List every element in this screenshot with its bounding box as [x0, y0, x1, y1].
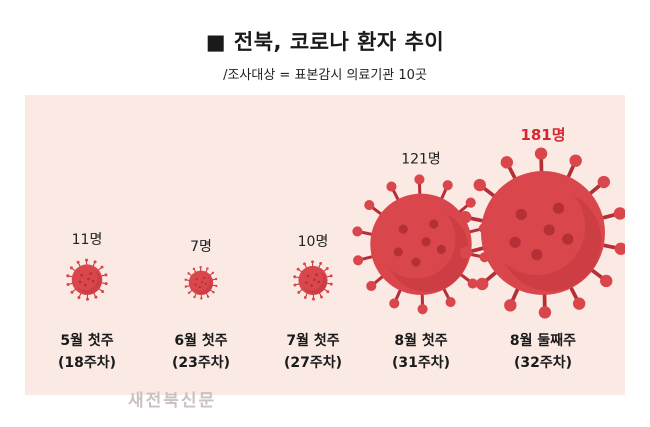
virus-mark	[352, 174, 490, 315]
value-label: 10명	[298, 234, 329, 250]
value-label: 7명	[190, 239, 212, 255]
category-label: 7월 첫주	[286, 332, 339, 349]
virus-size-chart: 11명 5월 첫주 (18주차) 7명 6월 첫주 (23주차) 10명 7월 첫주 (27주차…	[58, 126, 625, 371]
category-label: 8월 둘째주	[510, 332, 576, 349]
value-label: 181명	[520, 126, 565, 144]
virus-mark	[66, 258, 108, 301]
watermark: 새전북신문	[128, 391, 217, 411]
chart-subtitle: /조사대상 = 표본감시 의료기관 10곳	[223, 68, 427, 83]
virus-mark	[459, 147, 625, 319]
category-label: 5월 첫주	[60, 332, 113, 349]
chart-panel: 11명 5월 첫주 (18주차) 7명 6월 첫주 (23주차) 10명 7월 첫주 (27주차…	[25, 95, 625, 395]
category-label: (32주차)	[514, 355, 572, 371]
category-label: (27주차)	[284, 355, 342, 371]
category-label: (23주차)	[172, 355, 230, 371]
virus-mark	[184, 265, 218, 300]
category-label: (31주차)	[392, 355, 450, 371]
category-label: (18주차)	[58, 355, 116, 371]
category-label: 6월 첫주	[174, 332, 227, 349]
value-label: 121명	[401, 151, 441, 167]
virus-mark	[293, 260, 333, 301]
category-label: 8월 첫주	[394, 332, 447, 349]
chart-title: ■ 전북, 코로나 환자 추이	[205, 30, 445, 54]
value-label: 11명	[72, 232, 103, 248]
